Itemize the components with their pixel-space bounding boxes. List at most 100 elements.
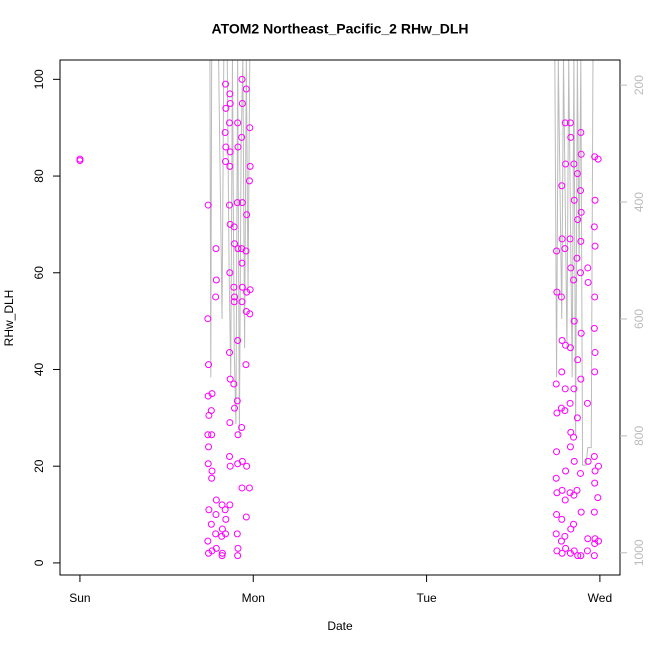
- point: [238, 424, 246, 432]
- plot-frame: [59, 59, 621, 576]
- y2-tick-label: 200: [632, 75, 646, 95]
- point: [246, 310, 254, 318]
- point: [226, 419, 234, 427]
- point: [558, 182, 566, 190]
- point: [591, 349, 599, 357]
- y-tick-label: 40: [32, 362, 46, 376]
- point: [226, 501, 234, 509]
- point: [591, 540, 599, 548]
- point: [561, 385, 569, 393]
- point: [577, 129, 585, 137]
- point: [238, 199, 246, 207]
- point: [226, 201, 234, 209]
- point: [226, 162, 234, 170]
- point: [242, 85, 250, 93]
- point: [584, 457, 592, 465]
- point: [552, 474, 560, 482]
- point: [577, 150, 585, 158]
- point: [558, 549, 566, 557]
- point: [591, 242, 599, 250]
- point: [234, 552, 242, 560]
- point: [574, 356, 582, 364]
- point: [222, 104, 230, 112]
- point: [238, 283, 246, 291]
- point: [557, 293, 565, 301]
- point: [242, 513, 250, 521]
- point: [561, 496, 569, 504]
- point: [222, 158, 230, 166]
- point: [570, 547, 578, 555]
- point: [222, 80, 230, 88]
- point: [208, 431, 216, 439]
- point: [570, 457, 578, 465]
- point: [205, 361, 213, 369]
- point: [553, 288, 561, 296]
- point: [590, 453, 598, 461]
- point: [561, 407, 569, 415]
- point: [583, 547, 591, 555]
- point: [577, 375, 585, 383]
- point: [226, 453, 234, 461]
- point: [573, 254, 581, 262]
- point: [591, 153, 599, 161]
- point: [218, 552, 226, 560]
- point: [230, 380, 238, 388]
- point: [552, 380, 560, 388]
- point: [222, 143, 230, 151]
- point: [591, 479, 599, 487]
- point: [230, 283, 238, 291]
- point: [553, 448, 561, 456]
- point: [574, 216, 582, 224]
- point: [577, 237, 585, 245]
- point: [234, 245, 242, 253]
- point: [576, 469, 584, 477]
- point: [573, 414, 581, 422]
- point: [218, 501, 226, 509]
- x-tick-label: Mon: [242, 591, 265, 605]
- point: [576, 187, 584, 195]
- point: [234, 143, 242, 151]
- point: [246, 286, 254, 294]
- point: [570, 276, 578, 284]
- point: [553, 247, 561, 255]
- point: [204, 392, 212, 400]
- point: [226, 349, 234, 357]
- point: [204, 460, 212, 468]
- point: [570, 491, 578, 499]
- point: [566, 344, 574, 352]
- point: [590, 223, 598, 231]
- point: [594, 155, 602, 163]
- point: [583, 399, 591, 407]
- point: [207, 407, 215, 415]
- point: [205, 443, 213, 451]
- point: [234, 431, 242, 439]
- point: [561, 245, 569, 253]
- point: [242, 307, 250, 315]
- point: [246, 162, 254, 170]
- point: [567, 133, 575, 141]
- point: [233, 199, 241, 207]
- x-tick-label: Tue: [416, 591, 437, 605]
- point: [573, 170, 581, 178]
- point: [205, 506, 213, 514]
- point: [208, 474, 216, 482]
- point: [552, 530, 560, 538]
- y-tick-label: 0: [32, 559, 46, 566]
- point: [204, 537, 212, 545]
- point: [558, 336, 566, 344]
- point: [566, 399, 574, 407]
- point: [234, 336, 242, 344]
- point: [245, 177, 253, 185]
- point: [230, 223, 238, 231]
- point: [561, 119, 569, 127]
- point: [562, 544, 570, 552]
- point: [242, 361, 250, 369]
- point: [212, 530, 220, 538]
- point: [76, 157, 84, 165]
- point: [566, 549, 574, 557]
- point: [226, 119, 234, 127]
- point: [573, 486, 581, 494]
- point: [566, 489, 574, 497]
- point: [570, 196, 578, 204]
